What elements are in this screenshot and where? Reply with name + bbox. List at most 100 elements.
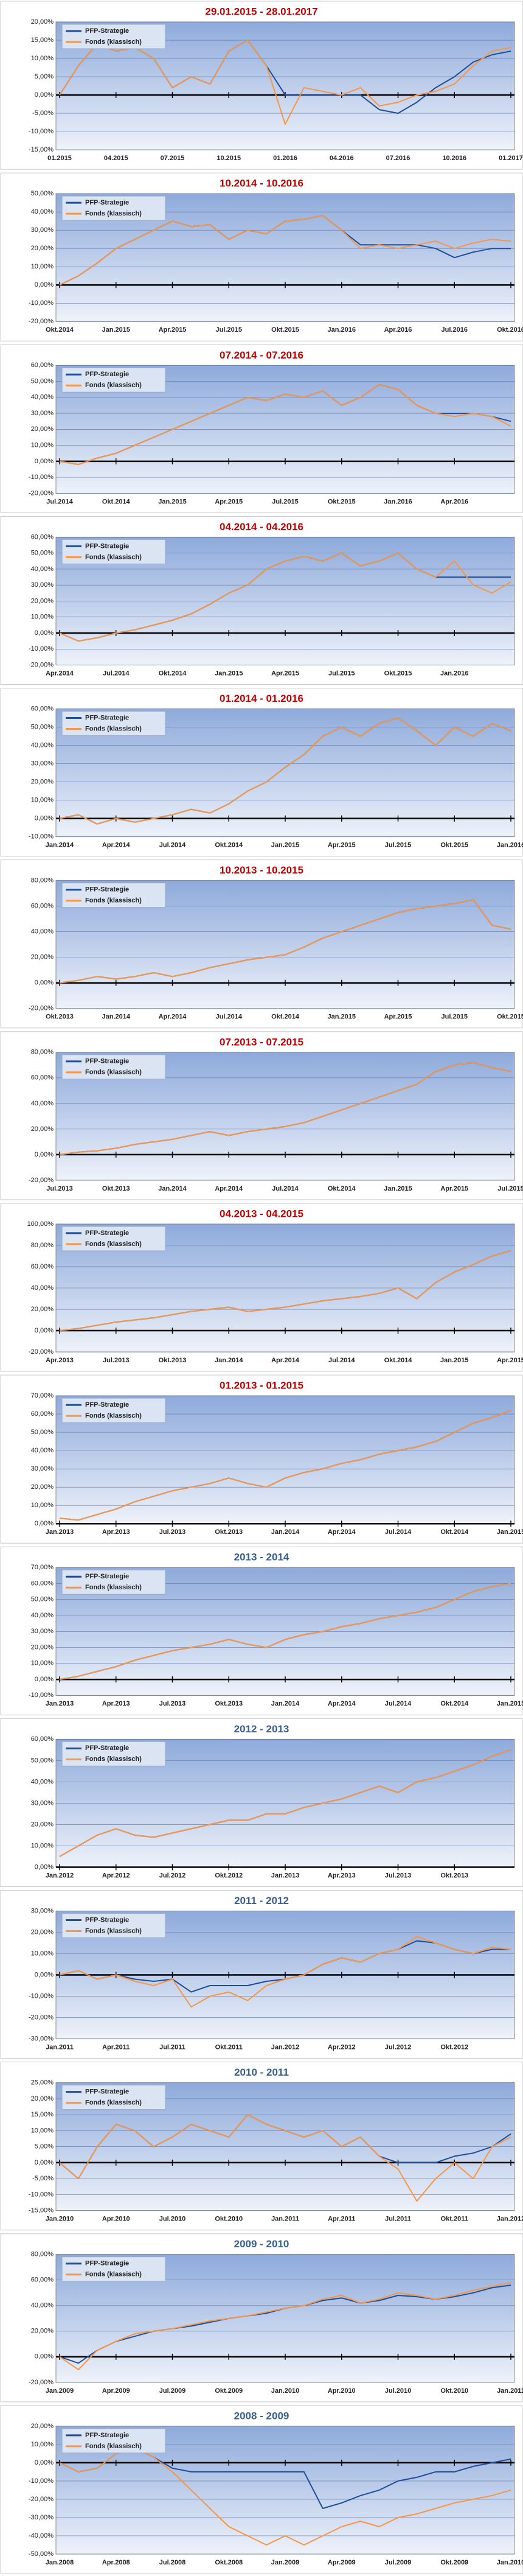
legend-label: Fonds (klassisch) <box>85 1584 142 1591</box>
y-tick-label: 10,00% <box>31 1502 54 1509</box>
y-tick-label: 0,00% <box>35 1151 54 1158</box>
legend-label: PFP-Strategie <box>85 1745 129 1752</box>
x-tick-label: Jan.2011 <box>271 2216 299 2223</box>
x-tick-label: Okt.2013 <box>440 1872 468 1879</box>
x-tick-label: Okt.2014 <box>440 1700 469 1707</box>
y-tick-label: -20,00% <box>29 489 54 497</box>
y-tick-label: 30,00% <box>31 226 54 234</box>
y-tick-label: -20,00% <box>29 2496 54 2503</box>
x-tick-label: Okt.2010 <box>215 2216 243 2223</box>
y-tick-label: -20,00% <box>29 318 54 325</box>
x-tick-label: Jul.2014 <box>328 1357 355 1364</box>
y-tick-label: 20,00% <box>31 1928 54 1936</box>
x-tick-label: Apr.2015 <box>328 842 356 849</box>
x-tick-label: Okt.2014 <box>384 1357 413 1364</box>
y-tick-label: 0,00% <box>35 629 54 637</box>
x-tick-label: Jan.2014 <box>271 1528 300 1536</box>
x-tick-label: Jan.2015 <box>384 1185 412 1192</box>
y-tick-label: 20,00% <box>31 2423 54 2430</box>
x-tick-label: Apr.2015 <box>159 326 187 334</box>
x-tick-label: Okt.2015 <box>497 1013 523 1021</box>
x-tick-label: Okt.2008 <box>215 2559 243 2566</box>
x-tick-label: Apr.2015 <box>497 1357 523 1364</box>
x-tick-label: Apr.2010 <box>328 2387 356 2395</box>
x-tick-label: Okt.2014 <box>271 1013 300 1021</box>
legend-box <box>61 2085 166 2110</box>
y-tick-label: 0,00% <box>35 815 54 822</box>
y-tick-label: 50,00% <box>31 190 54 197</box>
data-line <box>59 215 511 286</box>
y-tick-label: 0,00% <box>35 1520 54 1527</box>
x-tick-label: Okt.2013 <box>159 1357 187 1364</box>
legend: PFP-Strategie Fonds (klassisch) <box>61 1913 166 1938</box>
y-tick-label: 5,00% <box>35 2143 54 2151</box>
x-tick-label: Okt.2016 <box>497 326 523 334</box>
y-tick-label: 40,00% <box>31 928 54 936</box>
legend-label: Fonds (klassisch) <box>85 1241 142 1248</box>
legend-box <box>61 883 166 908</box>
x-tick-label: Jan.2012 <box>46 1872 74 1879</box>
legend-label: PFP-Strategie <box>85 199 129 206</box>
y-tick-label: 70,00% <box>31 1392 54 1399</box>
y-tick-label: 10,00% <box>31 55 54 62</box>
legend-label: Fonds (klassisch) <box>85 2271 142 2278</box>
x-tick-label: Okt.2013 <box>215 1700 243 1707</box>
x-tick-label: Jul.2013 <box>159 1700 185 1707</box>
x-tick-label: Jul.2015 <box>328 670 355 677</box>
x-tick-label: Apr.2008 <box>102 2559 130 2566</box>
x-tick-label: Okt.2014 <box>328 1185 356 1192</box>
x-tick-label: Jul.2014 <box>272 1185 299 1192</box>
data-line <box>59 1062 511 1155</box>
y-tick-label: 30,00% <box>31 410 54 417</box>
x-tick-label: Jul.2014 <box>216 1013 243 1021</box>
legend-label: PFP-Strategie <box>85 1916 129 1923</box>
legend-label: Fonds (klassisch) <box>85 2099 142 2107</box>
y-tick-label: 15,00% <box>31 2111 54 2118</box>
data-line <box>59 1250 511 1331</box>
y-tick-label: -10,00% <box>29 645 54 653</box>
chart-title: 10.2013 - 10.2015 <box>220 864 303 876</box>
x-tick-label: Jul.2011 <box>385 2216 411 2223</box>
data-line <box>59 717 511 825</box>
x-tick-label: Jul.2013 <box>46 1185 72 1192</box>
y-tick-label: 20,00% <box>31 1821 54 1828</box>
y-tick-label: 0,00% <box>35 979 54 987</box>
legend-box <box>61 539 166 564</box>
x-tick-label: Jul.2014 <box>385 1528 412 1536</box>
x-tick-label: Jul.2008 <box>159 2559 185 2566</box>
legend: PFP-Strategie Fonds (klassisch) <box>61 1054 166 1080</box>
x-tick-label: Jul.2009 <box>159 2387 185 2395</box>
legend: PFP-Strategie Fonds (klassisch) <box>61 883 166 908</box>
legend-label: PFP-Strategie <box>85 714 129 721</box>
y-tick-label: 10,00% <box>31 1660 54 1667</box>
y-tick-label: 70,00% <box>31 1564 54 1571</box>
x-tick-label: Apr.2013 <box>46 1357 74 1364</box>
x-tick-label: Okt.2014 <box>159 670 187 677</box>
y-tick-label: 20,00% <box>31 245 54 252</box>
y-tick-label: 40,00% <box>31 2302 54 2309</box>
x-tick-label: Okt.2015 <box>328 498 356 505</box>
x-tick-label: Okt.2014 <box>102 498 131 505</box>
x-tick-label: Jan.2014 <box>271 1700 300 1707</box>
y-tick-label: 0,00% <box>35 2159 54 2166</box>
x-tick-label: Jan.2013 <box>46 1528 74 1536</box>
legend-label: Fonds (klassisch) <box>85 1927 142 1934</box>
x-tick-label: Jan.2013 <box>271 1872 299 1879</box>
y-tick-label: 0,00% <box>35 2459 54 2466</box>
x-tick-label: Apr.2014 <box>328 1700 356 1707</box>
x-tick-label: Okt.2015 <box>440 842 468 849</box>
x-tick-label: 10.2016 <box>442 155 466 162</box>
data-line <box>59 1749 511 1857</box>
x-tick-label: Jan.2010 <box>271 2387 299 2395</box>
y-tick-label: 40,00% <box>31 1284 54 1292</box>
y-tick-label: -10,00% <box>29 1692 54 1699</box>
x-tick-label: 01.2017 <box>499 155 523 162</box>
y-tick-label: -30,00% <box>29 2514 54 2521</box>
legend-label: Fonds (klassisch) <box>85 1755 142 1763</box>
chart-title: 01.2013 - 01.2015 <box>220 1380 303 1391</box>
x-tick-label: Okt.2012 <box>215 1872 243 1879</box>
x-tick-label: Apr.2014 <box>46 670 74 677</box>
y-tick-label: 5,00% <box>35 73 54 80</box>
x-tick-label: Jan.2015 <box>102 326 130 334</box>
legend-box <box>61 367 166 393</box>
